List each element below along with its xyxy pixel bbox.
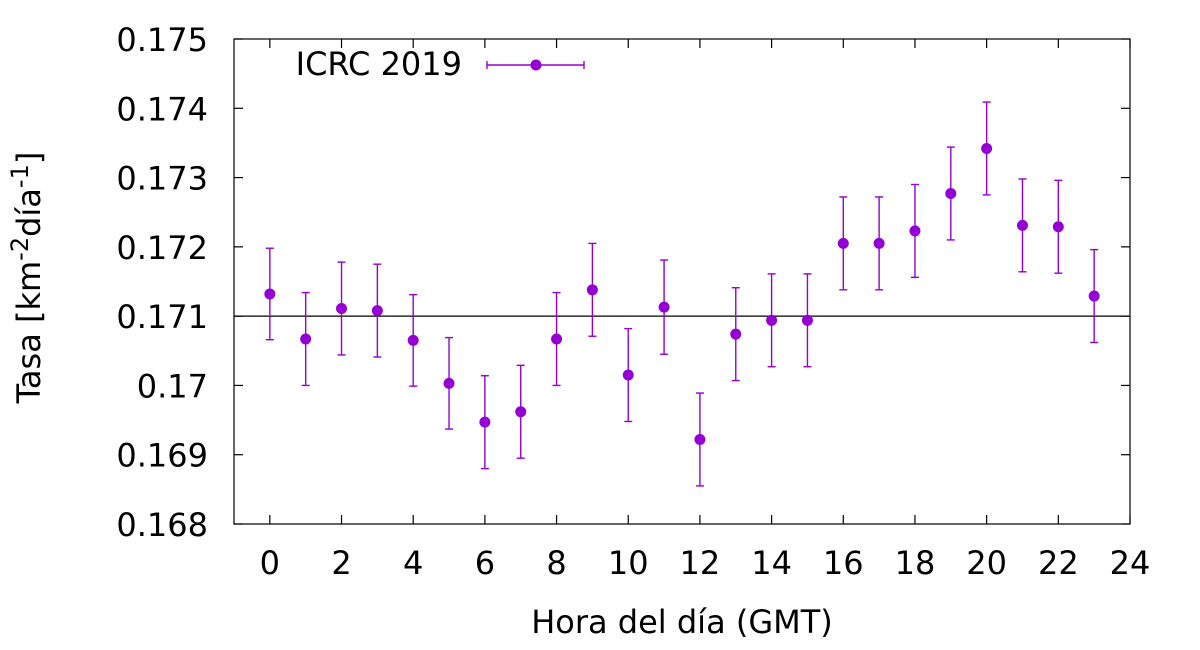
point-marker: [801, 314, 813, 326]
x-tick-label: 4: [403, 544, 423, 582]
y-tick-label: 0.168: [116, 506, 208, 544]
point-marker: [586, 284, 598, 296]
legend-marker: [530, 59, 542, 71]
legend-label: ICRC 2019: [296, 45, 462, 83]
point-marker: [658, 301, 670, 313]
data-point: [264, 247, 276, 341]
data-point: [837, 196, 849, 291]
point-marker: [336, 303, 348, 315]
point-marker: [300, 333, 312, 345]
data-point: [622, 327, 634, 423]
data-point: [945, 146, 957, 241]
data-point: [981, 101, 993, 196]
data-point: [694, 392, 706, 487]
point-marker: [909, 225, 921, 237]
point-marker: [371, 305, 383, 317]
data-point: [766, 273, 778, 368]
data-point: [300, 291, 312, 387]
point-marker: [622, 369, 634, 381]
x-tick-label: 10: [608, 544, 649, 582]
y-tick-label: 0.174: [116, 90, 208, 128]
data-point: [371, 263, 383, 358]
y-tick-label: 0.172: [116, 229, 208, 267]
data-point: [1016, 178, 1028, 273]
x-tick-label: 20: [966, 544, 1007, 582]
x-tick-label: 0: [260, 544, 280, 582]
x-tick-label: 24: [1110, 544, 1151, 582]
x-tick-label: 16: [823, 544, 864, 582]
data-point: [801, 273, 813, 368]
data-point: [658, 259, 670, 355]
point-marker: [1052, 221, 1064, 233]
plot-frame: [233, 38, 1131, 525]
x-tick-label: 22: [1038, 544, 1079, 582]
data-point: [551, 291, 563, 387]
x-axis-title: Hora del día (GMT): [531, 603, 833, 641]
data-point: [1052, 179, 1064, 274]
data-point: [1088, 248, 1100, 344]
point-marker: [264, 288, 276, 300]
point-marker: [981, 142, 993, 154]
y-tick-label: 0.175: [116, 21, 208, 59]
y-tick-label: 0.173: [116, 160, 208, 198]
point-marker: [730, 328, 742, 340]
x-tick-label: 8: [546, 544, 566, 582]
data-point: [336, 261, 348, 356]
point-marker: [443, 377, 455, 389]
point-marker: [479, 416, 491, 428]
data-point: [443, 336, 455, 430]
point-marker: [407, 334, 419, 346]
point-marker: [515, 406, 527, 418]
point-marker: [766, 314, 778, 326]
y-tick-label: 0.169: [116, 437, 208, 475]
data-point: [873, 196, 885, 291]
data-point: [909, 183, 921, 279]
y-tick-label: 0.17: [137, 367, 208, 405]
data-point: [479, 375, 491, 470]
data-point: [586, 242, 598, 337]
x-tick-label: 12: [680, 544, 721, 582]
data-point: [730, 287, 742, 382]
point-marker: [1016, 219, 1028, 231]
data-point: [407, 293, 419, 387]
y-tick-label: 0.171: [116, 298, 208, 336]
data-point: [515, 364, 527, 459]
x-tick-label: 18: [895, 544, 936, 582]
point-marker: [551, 333, 563, 345]
point-marker: [873, 237, 885, 249]
point-marker: [1088, 290, 1100, 302]
point-marker: [945, 188, 957, 200]
point-marker: [694, 433, 706, 445]
point-marker: [837, 237, 849, 249]
x-tick-label: 2: [331, 544, 351, 582]
x-tick-label: 6: [475, 544, 495, 582]
x-tick-label: 14: [751, 544, 792, 582]
y-axis-title: Tasa [km-2día-1]: [6, 152, 48, 405]
